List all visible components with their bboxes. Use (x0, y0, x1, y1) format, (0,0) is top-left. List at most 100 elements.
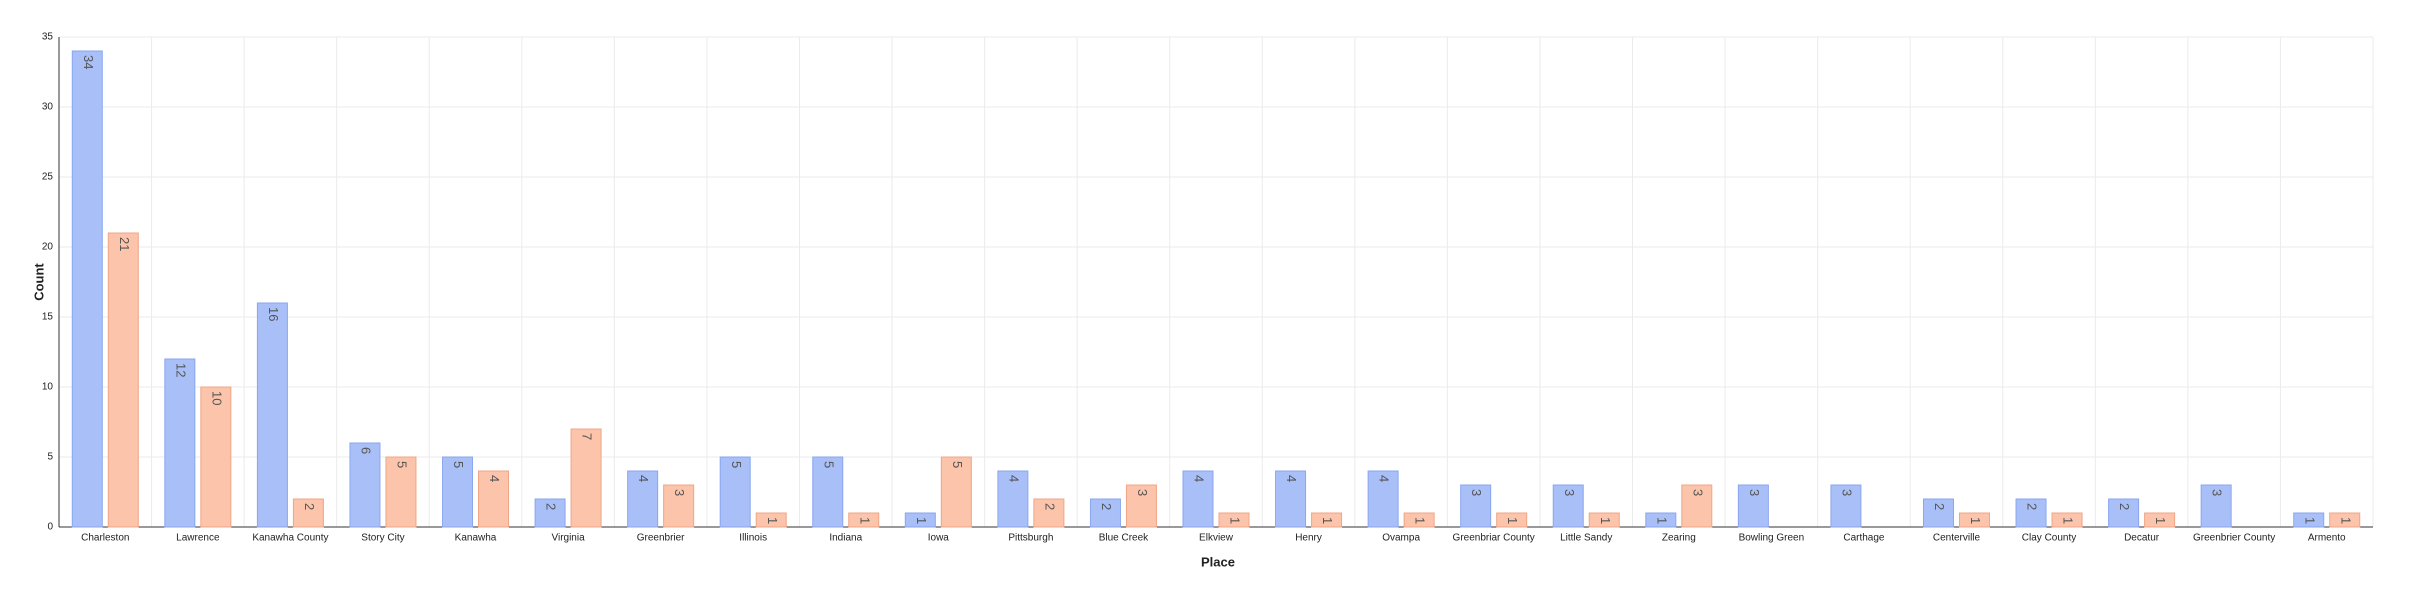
data-label: 1 (914, 517, 929, 524)
data-label: 1 (1320, 517, 1335, 524)
y-tick-label: 5 (47, 452, 53, 463)
data-label: 6 (359, 447, 374, 454)
x-tick-label: Illinois (739, 533, 767, 544)
bar (2293, 512, 2325, 528)
bar (200, 386, 232, 528)
data-label: 5 (451, 461, 466, 468)
bar (349, 442, 381, 528)
x-tick-label: Virginia (551, 533, 585, 544)
bar (2108, 498, 2140, 528)
data-label: 4 (1377, 475, 1392, 482)
y-tick-label: 35 (42, 32, 54, 43)
data-label: 34 (81, 55, 96, 69)
bar (442, 456, 474, 528)
bar (2144, 512, 2176, 528)
data-label: 1 (2061, 517, 2076, 524)
x-tick-label: Armento (2308, 533, 2346, 544)
data-label: 1 (1654, 517, 1669, 524)
data-label: 3 (1469, 489, 1484, 496)
y-tick-label: 30 (42, 102, 54, 113)
data-label: 1 (1228, 517, 1243, 524)
x-tick-label: Greenbriar County (1453, 533, 1535, 544)
data-label: 5 (395, 461, 410, 468)
data-label: 1 (1413, 517, 1428, 524)
bar (2015, 498, 2047, 528)
y-tick-label: 25 (42, 172, 54, 183)
bar (1367, 470, 1399, 528)
bar (2051, 512, 2083, 528)
data-label: 5 (729, 461, 744, 468)
bar (570, 428, 602, 528)
data-label: 1 (1968, 517, 1983, 524)
bar (71, 50, 103, 528)
bar (1033, 498, 1065, 528)
bar (478, 470, 510, 528)
bar (1218, 512, 1250, 528)
data-label: 7 (580, 433, 595, 440)
x-tick-label: Blue Creek (1099, 533, 1149, 544)
x-tick-label: Greenbrier County (2193, 533, 2275, 544)
data-label: 3 (1839, 489, 1854, 496)
data-label: 2 (2117, 503, 2132, 510)
bar (663, 484, 695, 528)
bar (1311, 512, 1343, 528)
bar (1737, 484, 1769, 528)
data-label: 3 (1562, 489, 1577, 496)
x-tick-label: Bowling Green (1739, 533, 1805, 544)
bar (1552, 484, 1584, 528)
y-tick-label: 0 (47, 522, 53, 533)
bar (1125, 484, 1157, 528)
data-label: 16 (266, 307, 281, 321)
y-axis-label: Count (31, 263, 46, 301)
bar (627, 470, 659, 528)
data-label: 3 (1747, 489, 1762, 496)
x-tick-label: Zearing (1662, 533, 1696, 544)
data-label: 3 (1135, 489, 1150, 496)
x-tick-label: Clay County (2022, 533, 2076, 544)
data-label: 5 (821, 461, 836, 468)
data-label: 4 (487, 475, 502, 482)
x-tick-label: Henry (1295, 533, 1322, 544)
bar (1496, 512, 1528, 528)
data-label: 2 (544, 503, 559, 510)
y-tick-label: 20 (42, 242, 54, 253)
data-label: 1 (2338, 517, 2353, 524)
data-label: 2 (1932, 503, 1947, 510)
x-tick-label: Iowa (928, 533, 950, 544)
x-tick-label: Indiana (829, 533, 862, 544)
data-label: 4 (636, 475, 651, 482)
bar (812, 456, 844, 528)
y-tick-label: 10 (42, 382, 54, 393)
bar (2200, 484, 2232, 528)
data-label: 1 (857, 517, 872, 524)
data-label: 3 (1690, 489, 1705, 496)
data-label: 2 (2025, 503, 2040, 510)
bar (534, 498, 566, 528)
data-label: 1 (1505, 517, 1520, 524)
data-label: 2 (302, 503, 317, 510)
x-tick-label: Charleston (81, 533, 129, 544)
bar (164, 358, 196, 528)
bar (1645, 512, 1677, 528)
bar (719, 456, 751, 528)
data-label: 2 (1099, 503, 1114, 510)
x-tick-label: Little Sandy (1560, 533, 1612, 544)
data-label: 1 (2302, 517, 2317, 524)
y-tick-label: 15 (42, 312, 54, 323)
data-label: 4 (1284, 475, 1299, 482)
data-label: 4 (1006, 475, 1021, 482)
x-tick-label: Decatur (2124, 533, 2160, 544)
bar (2329, 512, 2361, 528)
data-label: 5 (950, 461, 965, 468)
x-tick-label: Pittsburgh (1008, 533, 1053, 544)
bar (1830, 484, 1862, 528)
data-label: 21 (117, 237, 132, 251)
bar (1089, 498, 1121, 528)
data-label: 1 (765, 517, 780, 524)
bar (1403, 512, 1435, 528)
bar (292, 498, 324, 528)
bar (755, 512, 787, 528)
bar (1275, 470, 1307, 528)
data-label: 3 (672, 489, 687, 496)
